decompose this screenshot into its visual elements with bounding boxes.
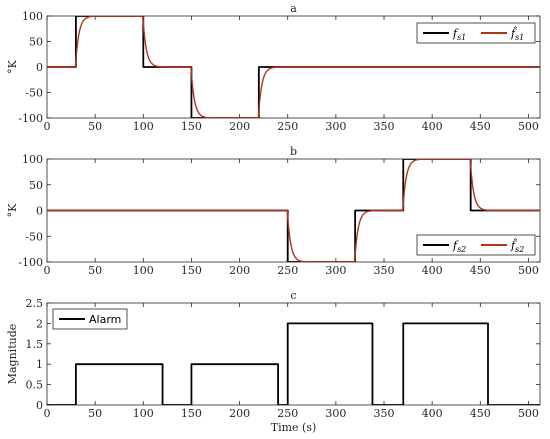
x-tick-label: 450 [470, 407, 491, 420]
panel-title: b [290, 145, 297, 158]
panel-b: 0 50 100 150 200 250 300 350 400 450 500 -100 -50 0 50… [6, 145, 541, 277]
x-tick-label: 150 [181, 120, 202, 133]
x-tick-label: 500 [518, 407, 539, 420]
panel-title: c [290, 289, 296, 302]
legend-subscript: s2 [515, 245, 524, 254]
x-tick-label: 200 [229, 120, 250, 133]
x-tick-label: 200 [229, 264, 250, 277]
series-group [47, 16, 540, 118]
series-group [47, 322, 540, 405]
x-tick-label: 300 [325, 264, 346, 277]
x-tick-label: 100 [133, 120, 154, 133]
y-tick-label: 50 [29, 179, 43, 192]
x-tick-label: 350 [374, 264, 395, 277]
y-tick-label: -50 [25, 87, 43, 100]
legend-subscript: s1 [457, 33, 466, 42]
y-tick-label: 2 [36, 317, 43, 330]
y-axis-label: Magnitude [6, 324, 19, 385]
y-tick-label: 0 [36, 399, 43, 412]
panel-c: 0 50 100 150 200 250 300 350 400 450 500 0 0.5 1 1.5 2 2… [6, 289, 541, 434]
legend-box [416, 234, 536, 256]
x-tick-label: 50 [88, 120, 102, 133]
legend-label: Alarm [89, 313, 121, 326]
legend: Alarm [52, 308, 128, 330]
x-tick-label: 350 [374, 120, 395, 133]
axes-frame [46, 302, 541, 406]
x-tick-label: 400 [422, 120, 443, 133]
y-tick-label: 100 [22, 10, 43, 23]
x-tick-label: 400 [422, 407, 443, 420]
x-tick-label: 150 [181, 264, 202, 277]
y-tick-label: 1.5 [26, 338, 44, 351]
y-tick-label: -100 [18, 112, 43, 125]
x-tick-label: 450 [470, 120, 491, 133]
series-group [47, 159, 540, 262]
y-tick-label: -50 [25, 230, 43, 243]
y-axis-label: °K [6, 59, 19, 74]
x-tick-label: 0 [44, 120, 51, 133]
series-line-estimate-1 [47, 16, 540, 118]
x-tick-label: 50 [88, 264, 102, 277]
y-tick-label: 50 [29, 36, 43, 49]
x-tick-label: 300 [325, 407, 346, 420]
y-tick-label: -100 [18, 256, 43, 269]
y-tick-label: 0 [36, 61, 43, 74]
x-tick-label: 250 [277, 120, 298, 133]
x-tick-label: 250 [277, 407, 298, 420]
series-line-reference-0 [47, 322, 540, 405]
x-tick-label: 150 [181, 407, 202, 420]
legend-subscript: s2 [457, 245, 466, 254]
y-tick-label: 0 [36, 205, 43, 218]
x-tick-label: 0 [44, 264, 51, 277]
panel-a: 0 50 100 150 200 250 300 350 400 450 500 -100 -50 0 50… [6, 2, 541, 133]
y-tick-label: 2.5 [26, 297, 44, 310]
x-tick-label: 400 [422, 264, 443, 277]
x-tick-label: 200 [229, 407, 250, 420]
x-tick-label: 100 [133, 407, 154, 420]
series-line-estimate-1 [47, 159, 540, 262]
panel-title: a [290, 2, 297, 15]
x-tick-label: 500 [518, 264, 539, 277]
y-tick-label: 1 [36, 358, 43, 371]
x-tick-label: 450 [470, 264, 491, 277]
x-tick-label: 350 [374, 407, 395, 420]
x-tick-label: 0 [44, 407, 51, 420]
y-axis-label: °K [6, 203, 19, 218]
y-tick-label: 100 [22, 153, 43, 166]
x-tick-label: 100 [133, 264, 154, 277]
x-tick-label: 50 [88, 407, 102, 420]
legend-box [52, 308, 128, 330]
x-tick-label: 500 [518, 120, 539, 133]
x-tick-label: 300 [325, 120, 346, 133]
legend: fs2 f̂s2 [416, 234, 536, 256]
x-tick-label: 250 [277, 264, 298, 277]
x-axis-label: Time (s) [271, 421, 317, 434]
legend-box [416, 22, 536, 44]
legend-subscript: s1 [515, 33, 524, 42]
y-tick-label: 0.5 [26, 379, 44, 392]
legend: fs1 f̂s1 [416, 22, 536, 44]
